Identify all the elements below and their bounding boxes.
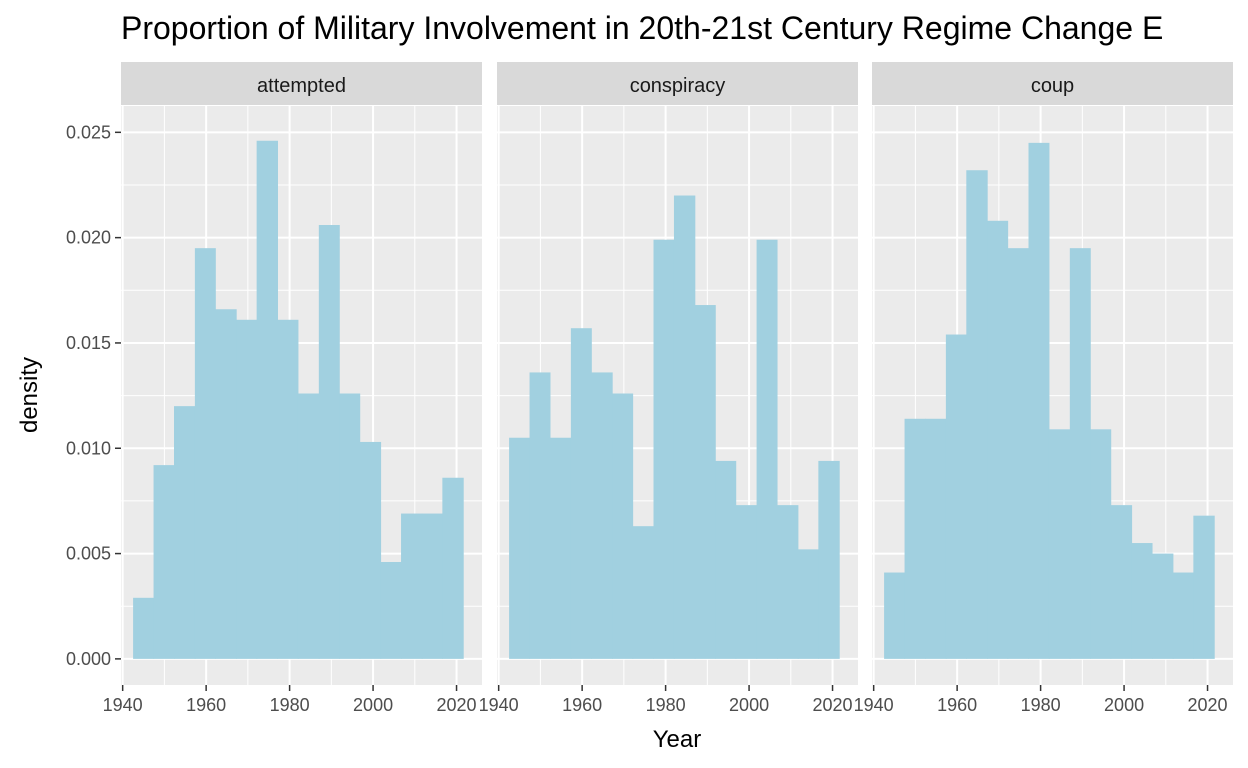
- histogram-bar: [777, 505, 799, 659]
- facet-strip-label: conspiracy: [630, 75, 726, 97]
- y-tick-label: 0.005: [66, 544, 111, 564]
- x-tick-label: 1980: [1021, 695, 1061, 715]
- histogram-bar: [318, 225, 340, 659]
- histogram-bar: [591, 372, 613, 659]
- x-tick-label: 1940: [103, 695, 143, 715]
- histogram-bar: [236, 319, 258, 659]
- histogram-bar: [1131, 543, 1153, 659]
- facet-attempted: attempted 1940 1960 1980 2000 2020: [103, 62, 482, 715]
- y-tick-label: 0.000: [66, 649, 111, 669]
- y-tick-label: 0.020: [66, 228, 111, 248]
- histogram-bar: [715, 460, 737, 659]
- histogram-bar: [529, 372, 551, 659]
- x-tick-label: 2020: [437, 695, 477, 715]
- histogram-bar: [256, 140, 279, 659]
- histogram-bar: [987, 220, 1009, 659]
- histogram-bar: [1090, 429, 1112, 659]
- histogram-bar: [756, 239, 778, 659]
- facet-strip: [121, 62, 482, 105]
- x-axis-title: Year: [653, 726, 702, 753]
- histogram-bar: [1152, 553, 1174, 659]
- y-tick-label: 0.010: [66, 438, 111, 458]
- facet-strip: [497, 62, 858, 105]
- histogram-bar: [818, 460, 840, 659]
- x-tick-label: 2000: [729, 695, 769, 715]
- histogram-bar: [215, 309, 237, 659]
- histogram-bar: [673, 195, 696, 659]
- facet-conspiracy: conspiracy 1940 1960 1980 2000 2020: [479, 62, 858, 715]
- histogram-bar: [570, 328, 592, 659]
- x-tick-label: 2000: [1104, 695, 1144, 715]
- histogram-bar: [925, 418, 947, 659]
- histogram-bar: [442, 477, 464, 659]
- histogram-bar: [133, 597, 155, 659]
- facet-strip: [872, 62, 1233, 105]
- x-tick-label: 1940: [479, 695, 519, 715]
- histogram-bar: [1007, 248, 1030, 659]
- facets-layer: attempted 1940 1960 1980 2000 2020 conspiracy 1…: [103, 62, 1233, 715]
- x-tick-label: 1960: [186, 695, 226, 715]
- histogram-bar: [884, 572, 906, 659]
- chart-title: Proportion of Military Involvement in 20…: [121, 10, 1164, 46]
- histogram-bar: [735, 505, 758, 659]
- histogram-bar: [1110, 505, 1133, 659]
- histogram-bar: [194, 248, 216, 659]
- histogram-bar: [612, 393, 634, 659]
- histogram-bar: [694, 305, 716, 659]
- x-tick-label: 1980: [646, 695, 686, 715]
- facet-strip-label: attempted: [257, 75, 346, 97]
- histogram-bar: [550, 437, 572, 659]
- x-tick-label: 2000: [353, 695, 393, 715]
- histogram-bar: [153, 465, 175, 659]
- histogram-bar: [966, 170, 988, 659]
- histogram-bar: [421, 513, 443, 659]
- histogram-bar: [380, 561, 402, 659]
- histogram-bar: [297, 393, 320, 659]
- y-axis-title: density: [16, 357, 43, 433]
- y-tick-label: 0.015: [66, 333, 111, 353]
- facet-strip-label: coup: [1031, 75, 1074, 97]
- histogram-bar: [174, 406, 196, 659]
- histogram-bar: [339, 393, 361, 659]
- x-tick-label: 1960: [562, 695, 602, 715]
- y-axis: 0.000 0.005 0.010 0.015 0.020 0.025: [66, 122, 121, 669]
- histogram-bar: [1048, 429, 1071, 659]
- x-tick-label: 1940: [854, 695, 894, 715]
- x-tick-label: 1980: [270, 695, 310, 715]
- histogram-bar: [945, 334, 967, 659]
- x-tick-label: 2020: [1188, 695, 1228, 715]
- x-tick-label: 2020: [813, 695, 853, 715]
- histogram-bar: [509, 437, 531, 659]
- histogram-bar: [1193, 515, 1215, 659]
- histogram-bar: [401, 513, 423, 659]
- histogram-bar: [1028, 142, 1050, 659]
- x-tick-label: 1960: [937, 695, 977, 715]
- histogram-bar: [653, 239, 675, 659]
- histogram-bar: [632, 526, 655, 659]
- facet-coup: coup 1940 1960 1980 2000 2020: [854, 62, 1233, 715]
- histogram-bar: [359, 441, 382, 659]
- histogram-bar: [904, 418, 926, 659]
- histogram-bar: [1069, 248, 1091, 659]
- histogram-bar: [277, 319, 299, 659]
- y-tick-label: 0.025: [66, 122, 111, 142]
- histogram-bar: [1172, 572, 1194, 659]
- histogram-bar: [797, 549, 819, 659]
